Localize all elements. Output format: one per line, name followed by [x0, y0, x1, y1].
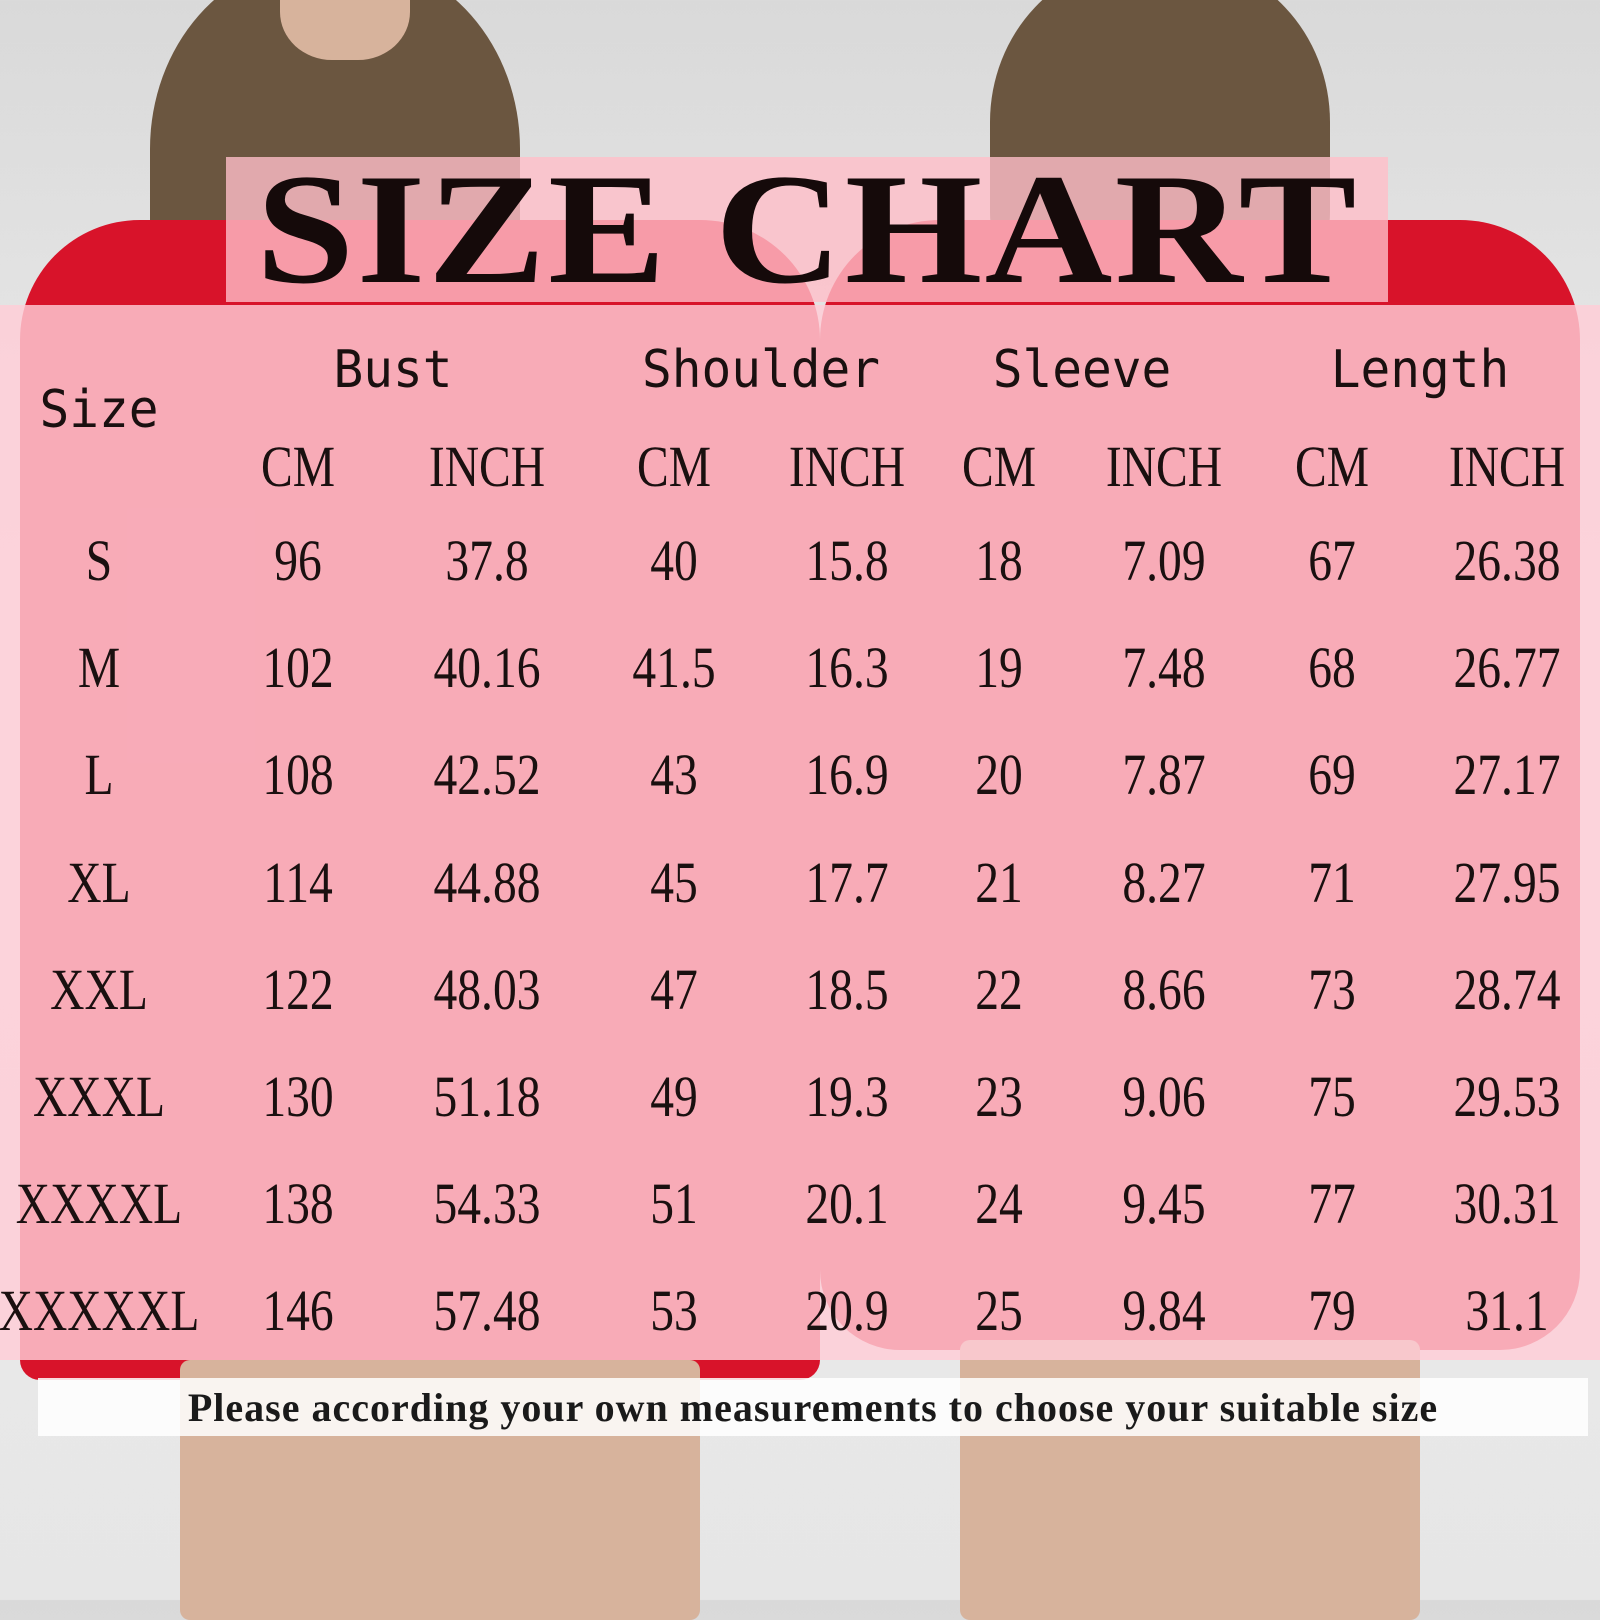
- table-cell: 29.53: [1453, 1064, 1561, 1129]
- group-header: Bust: [333, 340, 452, 400]
- footer-band: Please according your own measurements t…: [38, 1378, 1588, 1436]
- table-cell: 73: [1308, 956, 1356, 1022]
- table-cell: 114: [263, 849, 333, 915]
- table-cell: 27.17: [1453, 742, 1561, 808]
- table-cell: 49: [650, 1064, 698, 1129]
- page-title: SIZE CHART: [255, 141, 1359, 317]
- table-cell: 20.9: [805, 1278, 889, 1344]
- table-cell: 77: [1308, 1171, 1356, 1237]
- table-cell: 68: [1308, 635, 1356, 701]
- table-cell: 40.16: [433, 635, 541, 701]
- table-cell: 54.33: [433, 1171, 541, 1237]
- table-cell: 7.48: [1122, 635, 1206, 701]
- table-cell: 31.1: [1465, 1278, 1549, 1344]
- table-cell: 7.09: [1122, 528, 1206, 593]
- table-cell: 28.74: [1453, 956, 1561, 1022]
- table-cell: 51.18: [433, 1064, 541, 1129]
- table-cell: 19.3: [805, 1064, 889, 1129]
- table-cell: 53: [650, 1278, 698, 1344]
- table-cell: 16.3: [805, 635, 889, 701]
- table-cell: 23: [975, 1064, 1023, 1129]
- size-label: XXXXXL: [0, 1278, 200, 1344]
- table-cell: 9.06: [1122, 1064, 1206, 1129]
- table-cell: 75: [1308, 1064, 1356, 1129]
- table-cell: 96: [274, 528, 322, 593]
- table-cell: 130: [262, 1064, 334, 1129]
- table-cell: 8.66: [1122, 956, 1206, 1022]
- table-cell: 22: [975, 956, 1023, 1022]
- table-cell: 37.8: [445, 528, 529, 593]
- group-header: Length: [1330, 340, 1509, 400]
- unit-header: CM: [260, 434, 336, 499]
- size-label: XL: [67, 849, 131, 915]
- table-cell: 44.88: [433, 849, 541, 915]
- table-cell: 20: [975, 742, 1023, 808]
- size-label: S: [85, 528, 113, 593]
- table-cell: 71: [1308, 849, 1356, 915]
- table-cell: 102: [262, 635, 334, 701]
- size-header: Size: [39, 380, 159, 440]
- table-cell: 26.38: [1453, 528, 1561, 593]
- table-cell: 48.03: [433, 956, 541, 1022]
- group-header: Sleeve: [992, 340, 1171, 400]
- table-cell: 67: [1308, 528, 1356, 593]
- group-header: Shoulder: [641, 340, 880, 400]
- table-cell: 42.52: [433, 742, 541, 808]
- table-cell: 15.8: [805, 528, 889, 593]
- table-cell: 17.7: [805, 849, 889, 915]
- unit-header: CM: [961, 434, 1037, 499]
- table-cell: 79: [1308, 1278, 1356, 1344]
- table-cell: 51: [650, 1171, 698, 1237]
- table-cell: 43: [650, 742, 698, 808]
- table-cell: 146: [262, 1278, 334, 1344]
- title-band: SIZE CHART: [226, 150, 1388, 308]
- table-cell: 45: [650, 849, 698, 915]
- table-cell: 40: [650, 528, 698, 593]
- unit-header: INCH: [428, 434, 546, 499]
- table-cell: 25: [975, 1278, 1023, 1344]
- table-cell: 18.5: [805, 956, 889, 1022]
- table-cell: 19: [975, 635, 1023, 701]
- table-cell: 30.31: [1453, 1171, 1561, 1237]
- table-cell: 47: [650, 956, 698, 1022]
- size-label: XXXL: [32, 1064, 166, 1129]
- size-label: M: [77, 635, 121, 701]
- table-cell: 122: [262, 956, 334, 1022]
- footer-note: Please according your own measurements t…: [187, 1384, 1439, 1430]
- table-cell: 21: [975, 849, 1023, 915]
- size-table-panel: [0, 305, 1600, 1360]
- size-label: L: [84, 742, 114, 808]
- table-cell: 41.5: [632, 635, 716, 701]
- table-cell: 69: [1308, 742, 1356, 808]
- size-label: XXL: [50, 956, 148, 1022]
- unit-header: INCH: [788, 434, 906, 499]
- model-face-left: [280, 0, 410, 60]
- unit-header: CM: [1294, 434, 1370, 499]
- table-cell: 26.77: [1453, 635, 1561, 701]
- table-cell: 16.9: [805, 742, 889, 808]
- table-cell: 27.95: [1453, 849, 1561, 915]
- table-cell: 20.1: [805, 1171, 889, 1237]
- table-cell: 24: [975, 1171, 1023, 1237]
- unit-header: INCH: [1448, 434, 1566, 499]
- table-cell: 9.45: [1122, 1171, 1206, 1237]
- unit-header: INCH: [1105, 434, 1223, 499]
- table-cell: 8.27: [1122, 849, 1206, 915]
- table-cell: 9.84: [1122, 1278, 1206, 1344]
- table-cell: 57.48: [433, 1278, 541, 1344]
- table-cell: 138: [262, 1171, 334, 1237]
- table-cell: 108: [262, 742, 334, 808]
- size-label: XXXXL: [15, 1171, 183, 1237]
- table-cell: 7.87: [1122, 742, 1206, 808]
- unit-header: CM: [636, 434, 712, 499]
- table-cell: 18: [975, 528, 1023, 593]
